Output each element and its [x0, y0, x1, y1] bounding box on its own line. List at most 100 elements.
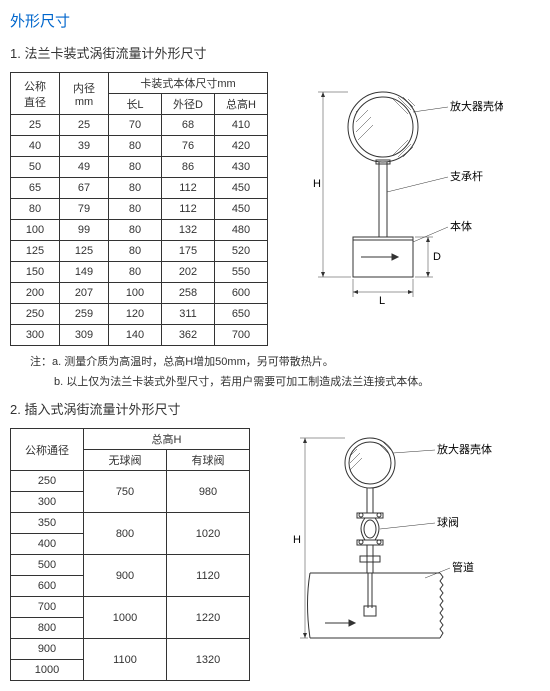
table-cell: 150	[11, 262, 60, 283]
table-cell: 112	[162, 178, 215, 199]
table-cell: 76	[162, 136, 215, 157]
table-cell: 132	[162, 220, 215, 241]
table-cell: 39	[60, 136, 109, 157]
table2: 公称通径 总高H 无球阀 有球阀 25075098030035080010204…	[10, 428, 250, 681]
table-cell: 100	[11, 220, 60, 241]
svg-text:本体: 本体	[450, 219, 472, 233]
table-cell: 450	[215, 199, 268, 220]
t1-hg: 卡装式本体尺寸mm	[109, 73, 268, 94]
t2-hg: 总高H	[84, 429, 250, 450]
table-cell: 200	[11, 283, 60, 304]
notes: 注：a. 测量介质为高温时，总高H增加50mm，另可带散热片。 b. 以上仅为法…	[30, 354, 540, 391]
table-cell: 1000	[11, 660, 84, 681]
table-cell: 70	[109, 115, 162, 136]
table-cell: 900	[84, 555, 167, 597]
section1-heading: 1. 法兰卡装式涡街流量计外形尺寸	[10, 43, 540, 62]
table-cell: 80	[109, 157, 162, 178]
svg-text:管道: 管道	[452, 560, 474, 574]
table-cell: 50	[11, 157, 60, 178]
table-cell: 520	[215, 241, 268, 262]
table-cell: 600	[11, 576, 84, 597]
svg-text:L: L	[379, 295, 385, 307]
table-cell: 900	[11, 639, 84, 660]
t2-h2: 无球阀	[84, 450, 167, 471]
table-cell: 125	[60, 241, 109, 262]
svg-text:H: H	[293, 534, 301, 546]
table-cell: 450	[215, 178, 268, 199]
table-cell: 67	[60, 178, 109, 199]
svg-text:球阀: 球阀	[437, 515, 459, 529]
table-cell: 99	[60, 220, 109, 241]
section2-heading: 2. 插入式涡街流量计外形尺寸	[10, 399, 540, 418]
table-cell: 300	[11, 492, 84, 513]
t1-h4: 外径D	[162, 94, 215, 115]
table-cell: 80	[109, 199, 162, 220]
table-cell: 800	[84, 513, 167, 555]
table-cell: 65	[11, 178, 60, 199]
table-cell: 80	[11, 199, 60, 220]
table-cell: 300	[11, 325, 60, 346]
table-cell: 149	[60, 262, 109, 283]
table-cell: 49	[60, 157, 109, 178]
table-cell: 700	[215, 325, 268, 346]
table-cell: 80	[109, 262, 162, 283]
table-cell: 125	[11, 241, 60, 262]
table-cell: 207	[60, 283, 109, 304]
table-cell: 550	[215, 262, 268, 283]
table-cell: 120	[109, 304, 162, 325]
svg-text:放大器壳体: 放大器壳体	[450, 99, 503, 113]
table-cell: 79	[60, 199, 109, 220]
table-cell: 1100	[84, 639, 167, 681]
table-cell: 410	[215, 115, 268, 136]
table-cell: 140	[109, 325, 162, 346]
table-cell: 80	[109, 178, 162, 199]
table-cell: 500	[11, 555, 84, 576]
table-cell: 430	[215, 157, 268, 178]
table-cell: 80	[109, 136, 162, 157]
table-cell: 400	[11, 534, 84, 555]
table-cell: 202	[162, 262, 215, 283]
page-title: 外形尺寸	[10, 10, 540, 31]
svg-text:H: H	[313, 178, 321, 190]
svg-text:支承杆: 支承杆	[450, 169, 483, 183]
table-cell: 80	[109, 241, 162, 262]
table-cell: 100	[109, 283, 162, 304]
table-cell: 700	[11, 597, 84, 618]
t1-h5: 总高H	[215, 94, 268, 115]
table-cell: 86	[162, 157, 215, 178]
table-cell: 80	[109, 220, 162, 241]
t1-h2: 内径 mm	[60, 73, 109, 115]
table-cell: 800	[11, 618, 84, 639]
table-cell: 68	[162, 115, 215, 136]
diagram1: 放大器壳体 支承杆 本体 H D L	[283, 72, 503, 312]
table-cell: 175	[162, 241, 215, 262]
table-cell: 1020	[167, 513, 250, 555]
table-cell: 250	[11, 304, 60, 325]
table-cell: 650	[215, 304, 268, 325]
table-cell: 25	[60, 115, 109, 136]
svg-text:D: D	[433, 251, 441, 263]
table-cell: 1320	[167, 639, 250, 681]
table-cell: 362	[162, 325, 215, 346]
table-cell: 600	[215, 283, 268, 304]
t2-h3: 有球阀	[167, 450, 250, 471]
t1-h3: 长L	[109, 94, 162, 115]
table-cell: 1220	[167, 597, 250, 639]
table-cell: 980	[167, 471, 250, 513]
table-cell: 112	[162, 199, 215, 220]
table-cell: 311	[162, 304, 215, 325]
table-cell: 350	[11, 513, 84, 534]
svg-text:放大器壳体: 放大器壳体	[437, 442, 492, 456]
table-cell: 250	[11, 471, 84, 492]
table-cell: 750	[84, 471, 167, 513]
diagram2: 放大器壳体 球阀 管道 H	[265, 428, 495, 653]
t2-h1: 公称通径	[11, 429, 84, 471]
table1: 公称 直径 内径 mm 卡装式本体尺寸mm 长L 外径D 总高H 2525706…	[10, 72, 268, 346]
table-cell: 1000	[84, 597, 167, 639]
table-cell: 309	[60, 325, 109, 346]
table-cell: 25	[11, 115, 60, 136]
table-cell: 420	[215, 136, 268, 157]
table-cell: 1120	[167, 555, 250, 597]
table-cell: 40	[11, 136, 60, 157]
table-cell: 480	[215, 220, 268, 241]
